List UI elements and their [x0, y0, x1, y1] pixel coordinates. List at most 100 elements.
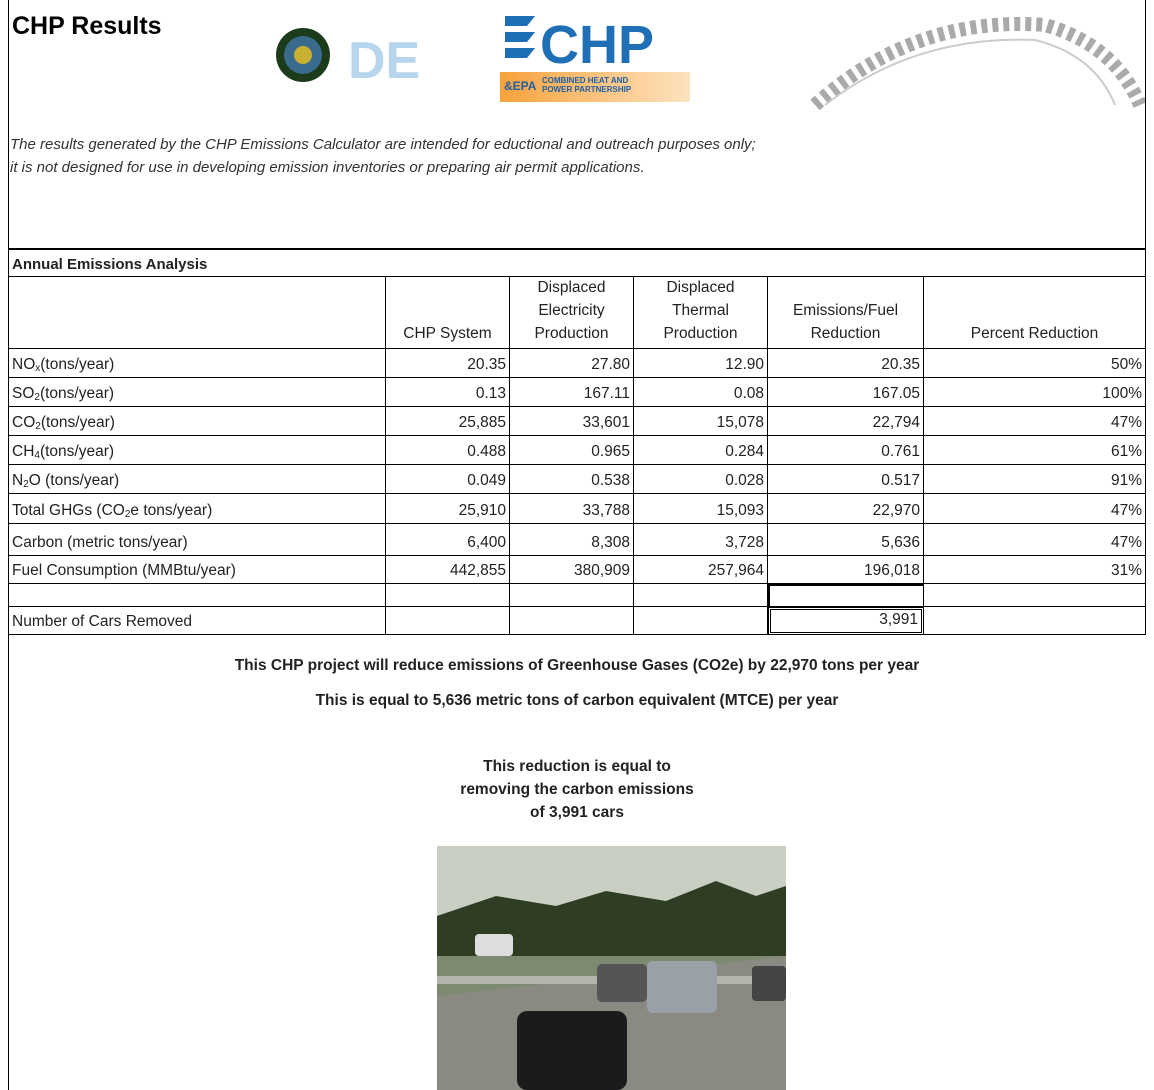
- emissions-table: Annual Emissions Analysis CHP System Displ…: [8, 248, 1146, 635]
- value-cell: 6,400: [386, 524, 510, 556]
- value-cell: 196,018: [768, 556, 924, 584]
- label-text: O (tons/year): [28, 472, 120, 489]
- cars-summary: This reduction is equal to removing the …: [0, 755, 1154, 824]
- column-header: CHP System: [386, 277, 510, 349]
- value: 0.761: [881, 443, 920, 460]
- value-cell: 100%: [924, 378, 1146, 407]
- table-title-cell: Annual Emissions Analysis: [9, 250, 1146, 277]
- header-line: Thermal: [672, 302, 729, 319]
- value: 33,601: [582, 414, 630, 431]
- row-label: CH 4 (tons/year): [9, 436, 386, 465]
- value: 47%: [1110, 414, 1142, 431]
- value-cell: 33,601: [510, 407, 634, 436]
- value-cell: 15,078: [634, 407, 768, 436]
- subscript: 2: [34, 392, 40, 403]
- value-cell: 0.538: [510, 465, 634, 494]
- value: 0.517: [881, 472, 920, 489]
- value: 22,794: [872, 414, 920, 431]
- header-line: Production: [663, 325, 738, 342]
- label-text: CO: [12, 414, 36, 431]
- header-line: Electricity: [538, 302, 605, 319]
- cars-line: This reduction is equal to: [483, 758, 671, 775]
- empty-cell: [510, 607, 634, 635]
- label-text: (tons/year): [39, 443, 115, 460]
- label-text: CH: [12, 443, 35, 460]
- table-title: Annual Emissions Analysis: [12, 256, 208, 273]
- row-label: CO 2 (tons/year): [9, 407, 386, 436]
- header-line: Reduction: [810, 325, 881, 342]
- subscript: 4: [34, 450, 40, 461]
- subscript: x: [35, 363, 41, 374]
- value-cell: 25,885: [386, 407, 510, 436]
- partnership-line: COMBINED HEAT AND: [542, 76, 628, 85]
- empty-cell: [386, 584, 510, 607]
- value: 3,991: [879, 611, 918, 628]
- value: 100%: [1102, 385, 1142, 402]
- value-cell: 47%: [924, 407, 1146, 436]
- value: 0.538: [591, 472, 630, 489]
- value: 0.488: [467, 443, 506, 460]
- value-cell: 15,093: [634, 494, 768, 524]
- column-header: Emissions/Fuel Reduction: [768, 277, 924, 349]
- value: 15,078: [716, 414, 764, 431]
- value-cell: 3,728: [634, 524, 768, 556]
- doe-logo: DE: [276, 28, 420, 90]
- empty-cell: [510, 584, 634, 607]
- value-cell: 0.488: [386, 436, 510, 465]
- row-label: NO x (tons/year): [9, 349, 386, 378]
- label-text: Number of Cars Removed: [12, 613, 193, 630]
- header-line: CHP System: [403, 325, 492, 342]
- label-text: SO: [12, 385, 35, 402]
- value: 31%: [1110, 562, 1142, 579]
- value: 61%: [1110, 443, 1142, 460]
- gear-art: [810, 17, 1145, 110]
- label-text: (tons/year): [40, 356, 115, 373]
- summary-line: This CHP project will reduce emissions o…: [234, 657, 920, 674]
- subscript: 2: [124, 509, 131, 520]
- value: 167.05: [872, 385, 920, 402]
- epa-text: &EPA: [504, 79, 537, 93]
- value: 8,308: [591, 534, 630, 551]
- header-blank: [9, 277, 386, 349]
- row-label: SO 2 (tons/year): [9, 378, 386, 407]
- value-cell: 31%: [924, 556, 1146, 584]
- subscript: 2: [23, 479, 29, 490]
- row-label: Number of Cars Removed: [9, 607, 386, 635]
- header-line: Emissions/Fuel: [792, 302, 899, 319]
- value: 25,910: [458, 502, 506, 519]
- value: 0.049: [467, 472, 506, 489]
- summary-line: This is equal to 5,636 metric tons of ca…: [315, 692, 839, 709]
- value: 442,855: [449, 562, 506, 579]
- header-line: Production: [534, 325, 609, 342]
- empty-cell: [634, 607, 768, 635]
- value-cell: 5,636: [768, 524, 924, 556]
- value-cell: 12.90: [634, 349, 768, 378]
- value: 50%: [1110, 356, 1142, 373]
- value: 380,909: [573, 562, 630, 579]
- column-header: Displaced Electricity Production: [510, 277, 634, 349]
- chp-text: CHP: [540, 15, 654, 75]
- label-text: N: [12, 472, 24, 489]
- value-cell: 8,308: [510, 524, 634, 556]
- value-cell: 33,788: [510, 494, 634, 524]
- value: 6,400: [467, 534, 506, 551]
- value-cell: 25,910: [386, 494, 510, 524]
- value-cell: 167.11: [510, 378, 634, 407]
- empty-cell: [924, 584, 1146, 607]
- disclaimer: The results generated by the CHP Emissio…: [10, 133, 756, 179]
- value-cell: 0.517: [768, 465, 924, 494]
- value: 91%: [1110, 472, 1142, 489]
- value-cell: 47%: [924, 494, 1146, 524]
- value: 12.90: [725, 356, 764, 373]
- value: 3,728: [725, 534, 764, 551]
- value: 0.08: [733, 385, 764, 402]
- value: 20.35: [467, 356, 506, 373]
- row-label: Carbon (metric tons/year): [9, 524, 386, 556]
- value-cell: 442,855: [386, 556, 510, 584]
- value-cell: 22,794: [768, 407, 924, 436]
- doe-text: DE: [348, 32, 420, 90]
- value-cell: 380,909: [510, 556, 634, 584]
- value-cell: 0.049: [386, 465, 510, 494]
